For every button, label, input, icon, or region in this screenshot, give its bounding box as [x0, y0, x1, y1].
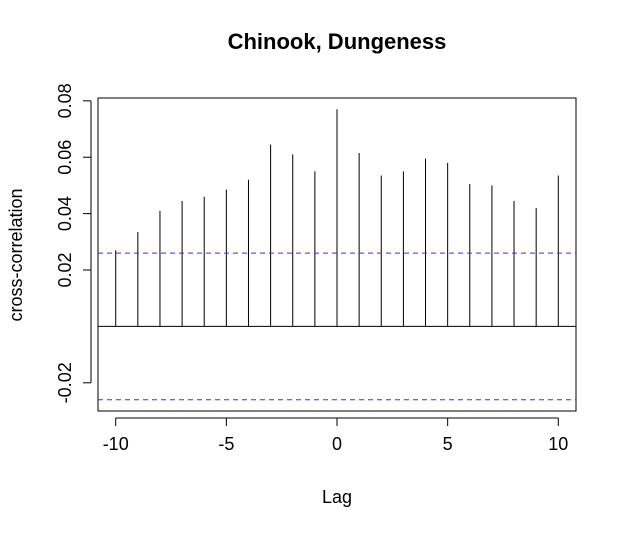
y-tick-label: 0.06 — [55, 140, 75, 175]
y-axis: -0.02 0.02 0.04 0.06 0.08 — [55, 83, 92, 403]
spike-series — [115, 109, 559, 327]
y-tick-label: 0.08 — [55, 83, 75, 118]
x-tick-label: 0 — [332, 434, 342, 454]
plot-frame — [97, 97, 577, 412]
y-tick-label: -0.02 — [55, 362, 75, 403]
x-axis-label: Lag — [322, 487, 352, 507]
y-tick-label: 0.04 — [55, 196, 75, 231]
x-axis: -10 -5 0 5 10 — [103, 417, 568, 454]
x-tick-label: -10 — [103, 434, 129, 454]
x-tick-label: 5 — [443, 434, 453, 454]
confidence-bounds — [98, 252, 576, 401]
x-tick-label: -5 — [218, 434, 234, 454]
y-tick-label: 0.02 — [55, 252, 75, 287]
x-tick-label: 10 — [548, 434, 568, 454]
y-axis-label: cross-correlation — [6, 188, 26, 321]
chart-title: Chinook, Dungeness — [228, 29, 447, 54]
